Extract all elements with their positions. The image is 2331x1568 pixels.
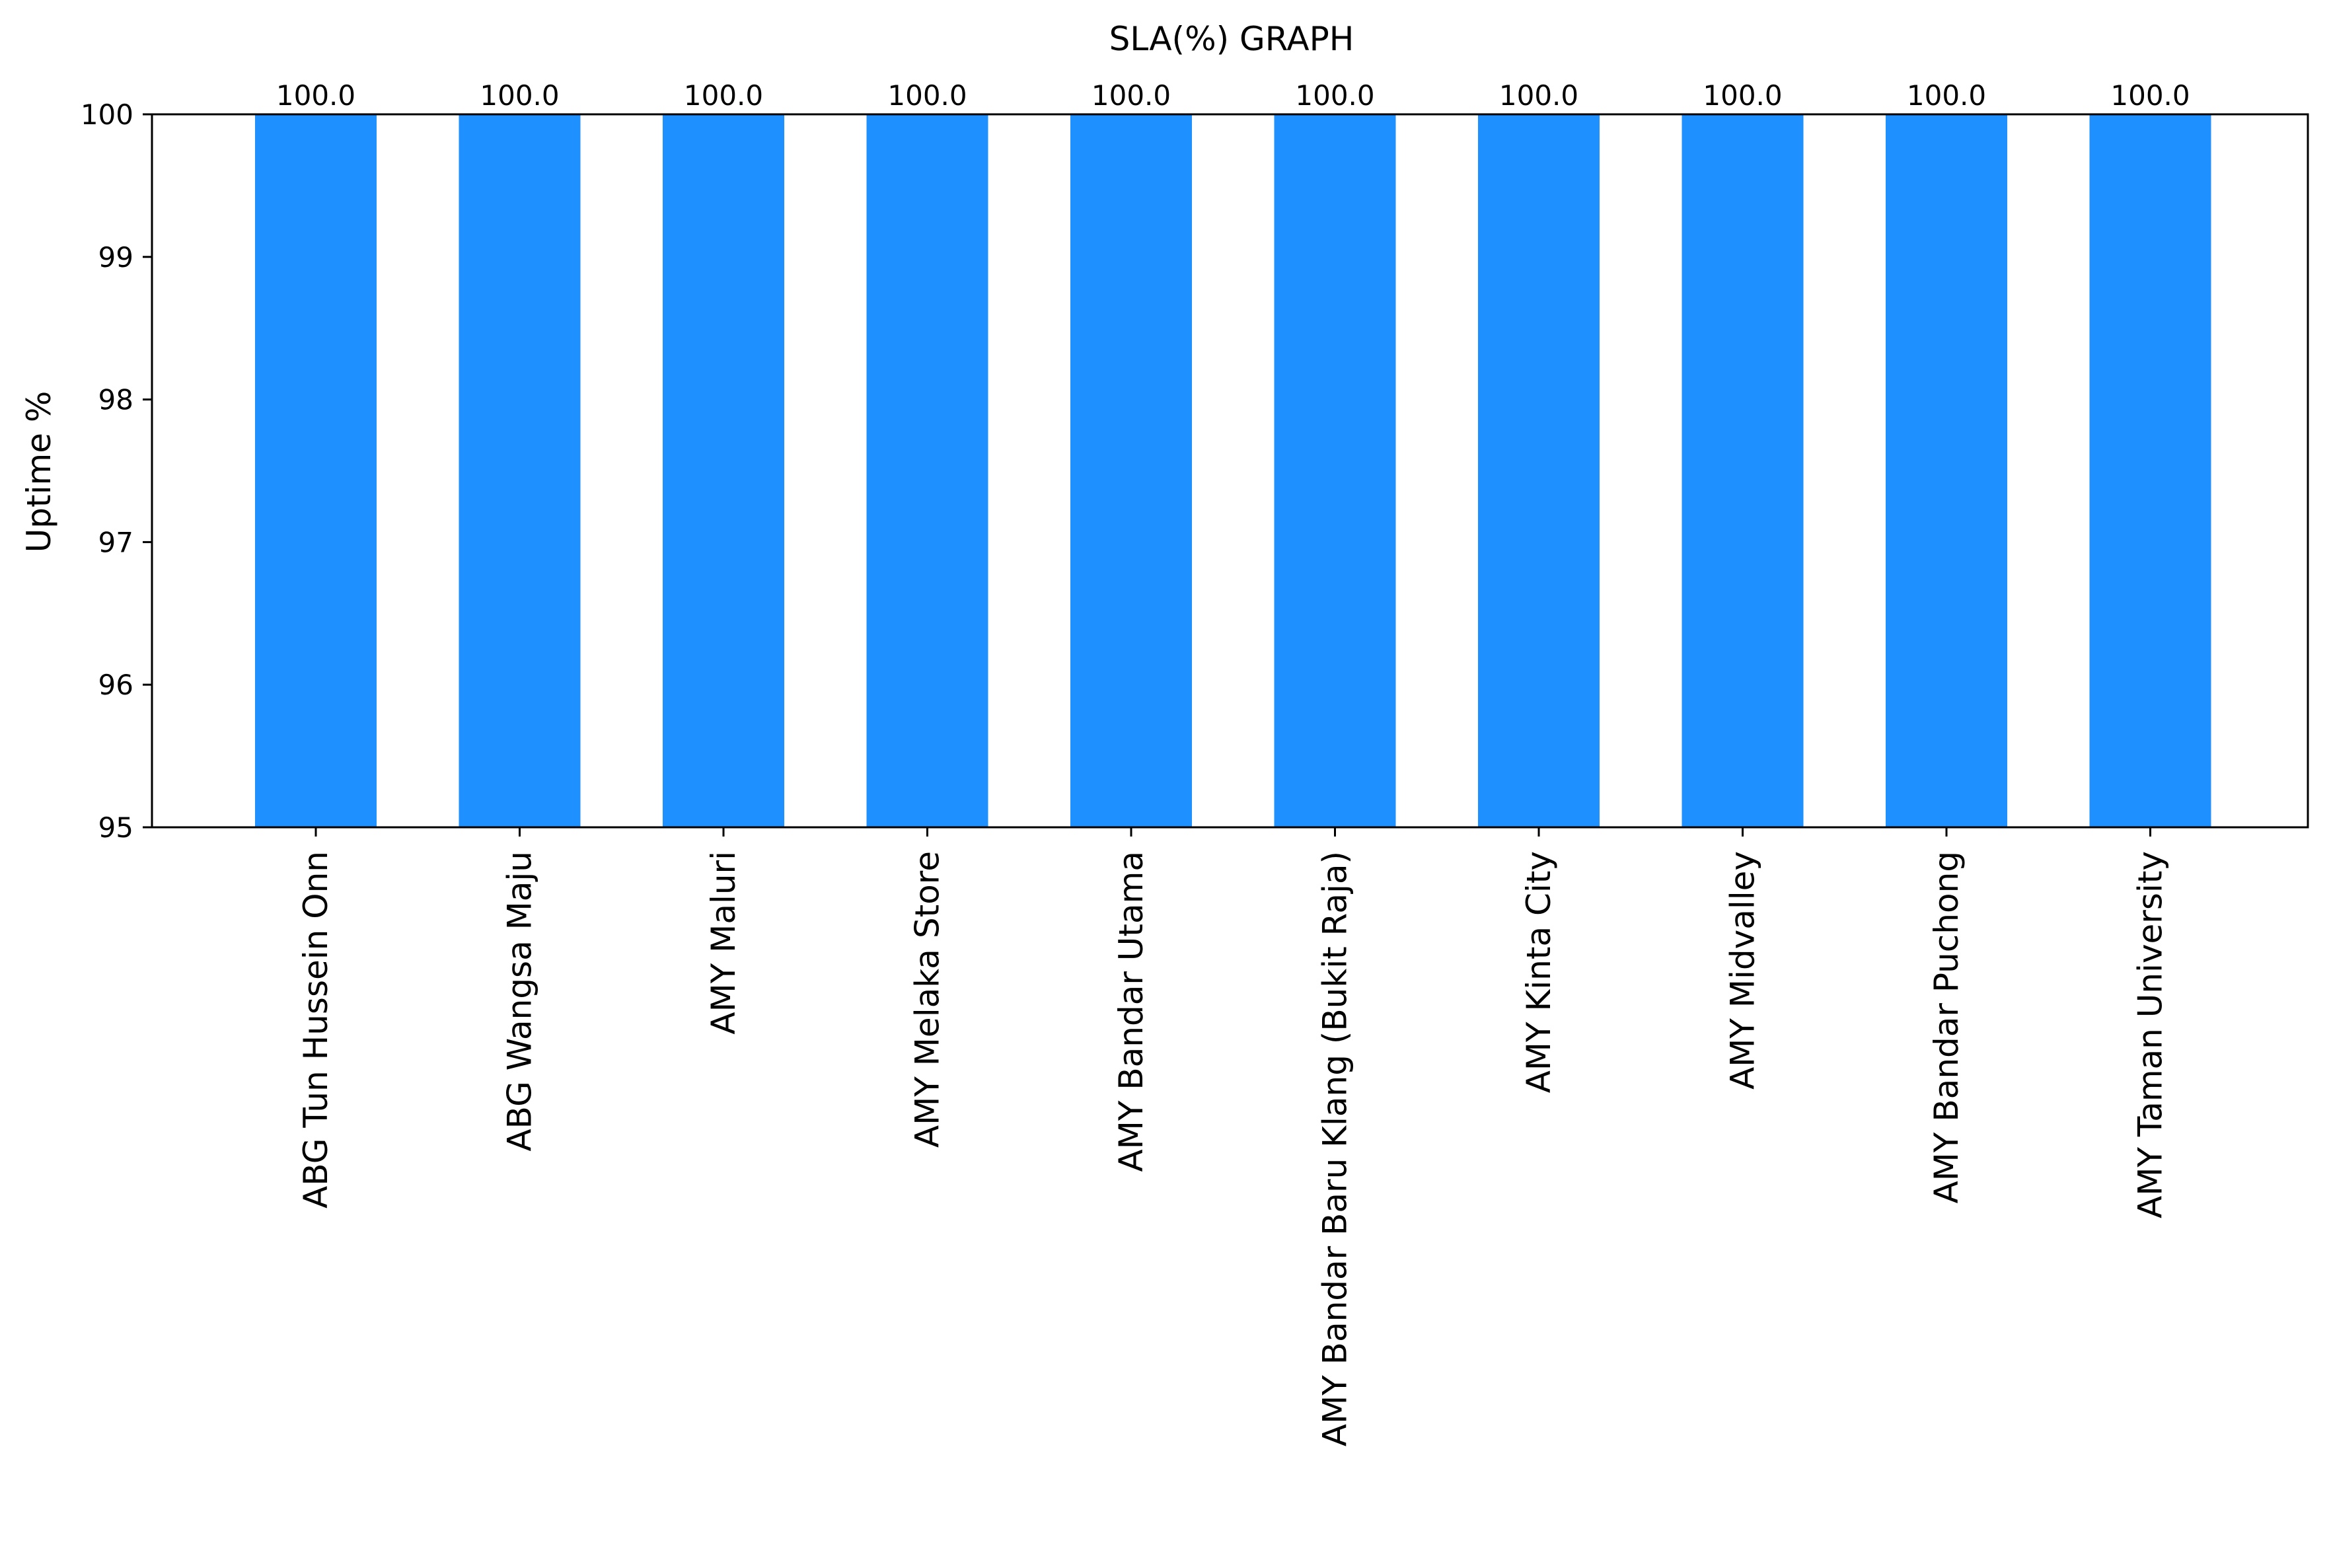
y-tick-label: 99	[98, 241, 133, 274]
data-label: 100.0	[276, 79, 355, 112]
data-labels-group: 100.0 100.0 100.0 100.0 100.0 100.0 100.0 100.0…	[276, 79, 2190, 112]
data-label: 100.0	[1295, 79, 1374, 112]
bar	[255, 114, 377, 827]
x-tick-label: AMY Taman University	[2131, 851, 2170, 1218]
bar	[1070, 114, 1192, 827]
x-tick-label: AMY Kinta City	[1520, 851, 1558, 1093]
plot-frame	[151, 113, 2309, 829]
x-tick-label: AMY Melaka Store	[908, 851, 947, 1148]
x-tick-label: ABG Wangsa Maju	[501, 851, 539, 1152]
x-tick-label: ABG Tun Hussein Onn	[297, 851, 335, 1209]
y-axis-ticks: 95 96 97 98 99 100	[81, 98, 152, 844]
x-axis-ticks: ABG Tun Hussein Onn ABG Wangsa Maju AMY Ma…	[297, 827, 2170, 1446]
x-tick-label: AMY Bandar Baru Klang (Bukit Raja)	[1316, 851, 1354, 1446]
bar	[1274, 114, 1396, 827]
chart-title: SLA(%) GRAPH	[1109, 20, 1354, 58]
bar	[1478, 114, 1600, 827]
bar	[2089, 114, 2211, 827]
x-tick-label: AMY Maluri	[704, 851, 743, 1035]
x-tick-label: AMY Bandar Puchong	[1927, 851, 1966, 1203]
x-tick-label: AMY Midvalley	[1724, 851, 1762, 1090]
x-tick-label: AMY Bandar Utama	[1112, 851, 1150, 1172]
data-label: 100.0	[2110, 79, 2190, 112]
data-label: 100.0	[1092, 79, 1171, 112]
data-label: 100.0	[684, 79, 763, 112]
bar	[663, 114, 784, 827]
bars-group	[255, 114, 2211, 827]
bar	[1682, 114, 1804, 827]
data-label: 100.0	[1907, 79, 1986, 112]
bar	[866, 114, 988, 827]
data-label: 100.0	[1703, 79, 1782, 112]
y-axis-label: Uptime %	[20, 391, 58, 553]
data-label: 100.0	[887, 79, 967, 112]
bar	[459, 114, 581, 827]
y-tick-label: 95	[98, 811, 133, 844]
bar	[1886, 114, 2007, 827]
y-tick-label: 96	[98, 669, 133, 701]
data-label: 100.0	[1499, 79, 1578, 112]
data-label: 100.0	[480, 79, 559, 112]
y-tick-label: 98	[98, 384, 133, 416]
y-tick-label: 100	[81, 98, 133, 131]
y-tick-label: 97	[98, 526, 133, 558]
